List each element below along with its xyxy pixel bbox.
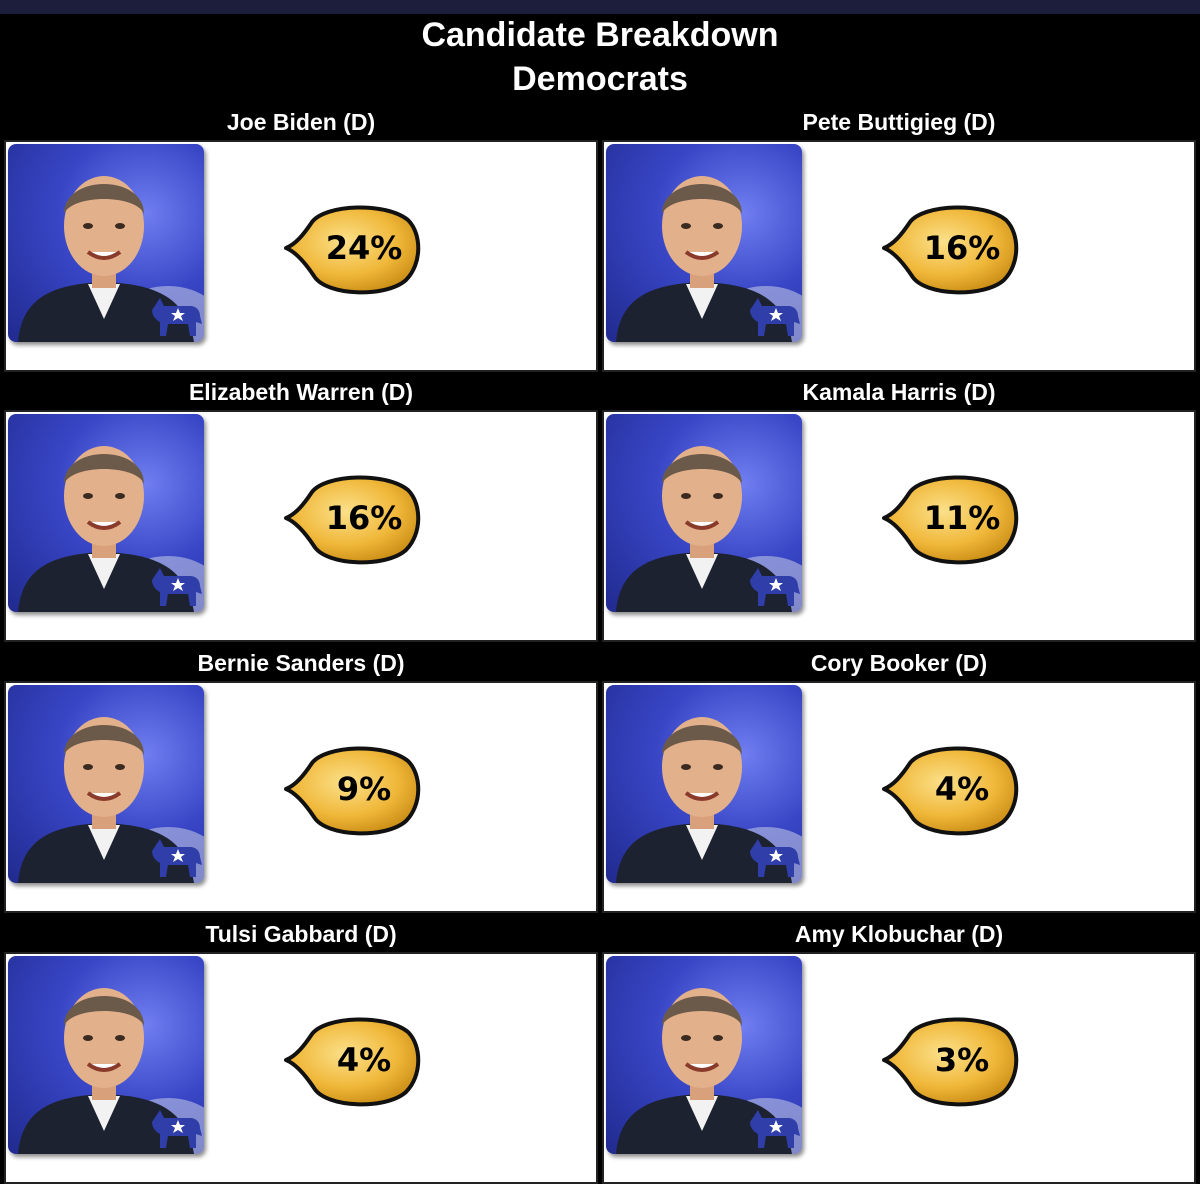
percent-value: 16% (923, 229, 1001, 267)
candidate-name: Tulsi Gabbard (D) (205, 921, 397, 947)
candidate-photo (8, 414, 204, 612)
candidate-name: Joe Biden (D) (226, 109, 376, 135)
candidate-photo (606, 956, 802, 1154)
page-title: Candidate Breakdown (421, 16, 779, 54)
percent-bubble: 16% (282, 470, 422, 566)
percent-bubble: 3% (880, 1012, 1020, 1108)
candidate-name: Elizabeth Warren (D) (188, 379, 414, 405)
candidate-photo (8, 956, 204, 1154)
candidate-card: 16% (602, 140, 1196, 372)
candidate-card: 24% (4, 140, 598, 372)
percent-value: 24% (325, 229, 403, 267)
percent-value: 4% (934, 770, 990, 808)
candidate-photo (8, 144, 204, 342)
candidate-card: 3% (602, 952, 1196, 1184)
candidate-card: 9% (4, 681, 598, 913)
candidate-name: Pete Buttigieg (D) (802, 109, 996, 135)
candidate-photo (8, 685, 204, 883)
candidate-name: Kamala Harris (D) (802, 379, 996, 405)
percent-bubble: 4% (880, 741, 1020, 837)
top-strip (0, 0, 1200, 14)
percent-bubble: 4% (282, 1012, 422, 1108)
candidate-photo (606, 144, 802, 342)
candidate-card: 4% (602, 681, 1196, 913)
candidate-name: Cory Booker (D) (810, 650, 988, 676)
percent-value: 16% (325, 499, 403, 537)
candidate-photo (606, 685, 802, 883)
candidate-card: 4% (4, 952, 598, 1184)
percent-value: 3% (934, 1041, 990, 1079)
percent-bubble: 11% (880, 470, 1020, 566)
candidate-card: 16% (4, 410, 598, 642)
percent-value: 11% (923, 499, 1001, 537)
candidate-photo (606, 414, 802, 612)
percent-value: 4% (336, 1041, 392, 1079)
page-header: Candidate Breakdown Democrats (0, 14, 1200, 102)
percent-bubble: 16% (880, 200, 1020, 296)
page-subtitle: Democrats (512, 60, 688, 98)
percent-bubble: 9% (282, 741, 422, 837)
percent-bubble: 24% (282, 200, 422, 296)
percent-value: 9% (336, 770, 392, 808)
candidate-name: Bernie Sanders (D) (197, 650, 405, 676)
candidate-card: 11% (602, 410, 1196, 642)
candidate-name: Amy Klobuchar (D) (794, 921, 1004, 947)
